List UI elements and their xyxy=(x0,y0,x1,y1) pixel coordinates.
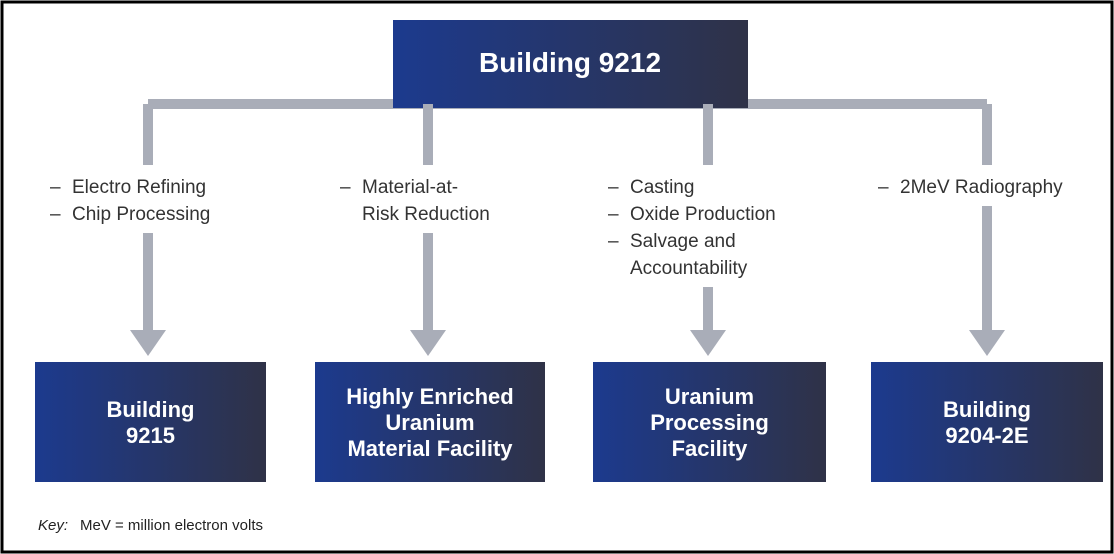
list-item: Electro Refining xyxy=(72,177,206,198)
arrowhead xyxy=(690,330,726,356)
list-item: Casting xyxy=(630,177,694,198)
box xyxy=(871,362,1103,482)
box xyxy=(35,362,266,482)
box-label: 9204-2E xyxy=(945,423,1028,448)
arrowhead xyxy=(410,330,446,356)
box-label: Building xyxy=(107,397,195,422)
dash: – xyxy=(50,177,61,198)
dash: – xyxy=(50,204,61,225)
box-label: Facility xyxy=(672,436,749,461)
list-item: Accountability xyxy=(630,258,748,279)
dash: – xyxy=(608,204,619,225)
box xyxy=(315,362,545,482)
box-label: Material Facility xyxy=(347,436,513,461)
arrowhead xyxy=(969,330,1005,356)
box-label: Uranium xyxy=(385,410,474,435)
list-item: Material-at- xyxy=(362,177,458,198)
box-label: 9215 xyxy=(126,423,175,448)
box-label: Processing xyxy=(650,410,769,435)
top-label: Building 9212 xyxy=(479,47,661,78)
dash: – xyxy=(340,177,351,198)
dash: – xyxy=(878,177,889,198)
top-box xyxy=(393,20,748,108)
key-text: MeV = million electron volts xyxy=(80,517,263,534)
box-label: Uranium xyxy=(665,384,754,409)
list-item: Chip Processing xyxy=(72,204,210,225)
box-label: Highly Enriched xyxy=(346,384,513,409)
dash: – xyxy=(608,231,619,252)
dash: – xyxy=(608,177,619,198)
box-label: Building xyxy=(943,397,1031,422)
list-item: Risk Reduction xyxy=(362,204,490,225)
arrowhead xyxy=(130,330,166,356)
list-item: Oxide Production xyxy=(630,204,776,225)
key-label: Key: xyxy=(38,517,68,534)
list-item: 2MeV Radiography xyxy=(900,177,1063,198)
box xyxy=(593,362,826,482)
list-item: Salvage and xyxy=(630,231,736,252)
